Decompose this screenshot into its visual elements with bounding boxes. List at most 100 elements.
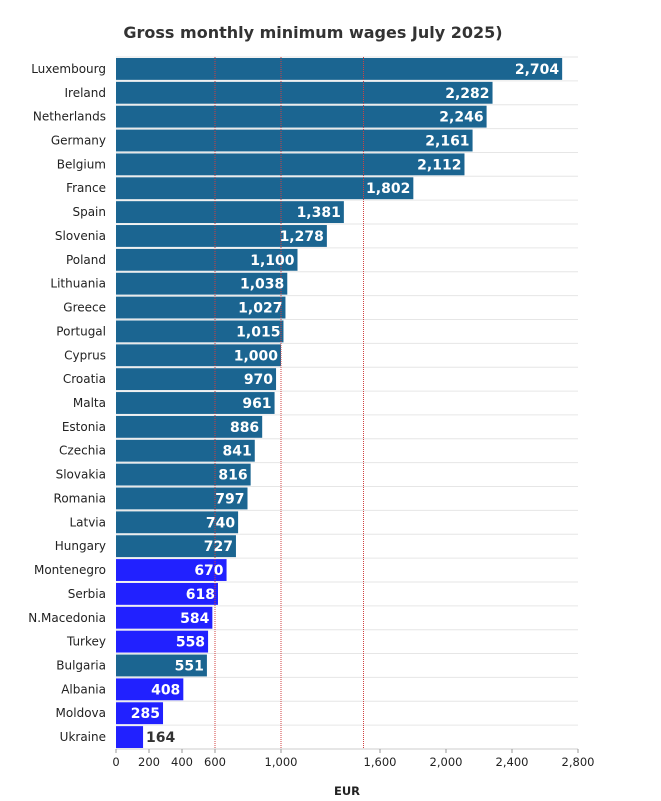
value-label: 2,282	[445, 86, 489, 102]
bar	[116, 726, 144, 748]
bar	[116, 296, 286, 319]
category-label: Czechia	[59, 444, 106, 458]
bar	[116, 58, 563, 80]
bar	[116, 702, 164, 725]
value-label: 551	[175, 658, 204, 674]
category-label: N.Macedonia	[28, 611, 106, 625]
category-labels: Luxembourg Ireland Netherlands Germany Belgi…	[28, 62, 106, 744]
bar	[116, 225, 327, 247]
category-label: Croatia	[63, 372, 106, 386]
x-tick-label: 2,400	[496, 755, 529, 769]
grid-lines	[116, 56, 578, 750]
value-label: 1,278	[280, 229, 324, 245]
value-labels: 2,704 2,282 2,246 2,161 2,112 1,802 1,381 1,278…	[131, 62, 560, 746]
bar	[116, 248, 298, 271]
bar	[116, 344, 281, 367]
value-label: 2,112	[417, 157, 461, 173]
value-label: 1,000	[234, 348, 279, 364]
category-label: Montenegro	[34, 563, 106, 577]
bar	[116, 177, 414, 200]
value-label: 970	[244, 372, 273, 388]
category-label: Ireland	[64, 86, 106, 100]
value-label: 1,100	[250, 253, 295, 269]
bar	[116, 368, 277, 391]
category-label: Portugal	[56, 324, 106, 338]
value-label: 740	[206, 515, 235, 531]
bar	[116, 606, 213, 629]
value-label: 670	[194, 563, 223, 579]
value-label: 285	[131, 706, 160, 722]
x-tick-label: 400	[171, 755, 193, 769]
bar	[116, 678, 184, 701]
category-label: Moldova	[56, 706, 106, 720]
bar	[116, 439, 255, 462]
value-label: 1,027	[238, 301, 282, 317]
bar	[116, 201, 344, 224]
bar	[116, 392, 275, 414]
value-label: 618	[186, 587, 215, 603]
x-tick-label: 0	[112, 755, 119, 769]
value-label: 558	[176, 635, 205, 651]
category-label: Cyprus	[64, 348, 106, 362]
value-label: 1,802	[366, 181, 410, 197]
x-tick-label: 1,600	[364, 755, 397, 769]
bar	[116, 81, 493, 104]
category-label: Latvia	[69, 515, 106, 529]
x-tick-label: 2,000	[430, 755, 463, 769]
bar	[116, 511, 239, 534]
bars	[116, 58, 563, 748]
value-label: 1,038	[240, 277, 284, 293]
value-label: 2,704	[515, 62, 560, 78]
bar	[116, 463, 251, 486]
value-label: 408	[151, 682, 180, 698]
value-label: 1,015	[236, 324, 280, 340]
category-label: France	[66, 181, 106, 195]
x-tick-label: 2,800	[562, 755, 595, 769]
value-label: 2,161	[425, 134, 469, 150]
bar	[116, 415, 263, 438]
chart-title: Gross monthly minimum wages July 2025)	[123, 23, 502, 42]
bar	[116, 320, 284, 343]
bar	[116, 153, 465, 176]
value-label: 1,381	[297, 205, 341, 221]
category-label: Germany	[51, 134, 106, 148]
x-tick-label: 200	[138, 755, 160, 769]
category-label: Luxembourg	[31, 62, 106, 76]
category-label: Slovakia	[56, 468, 106, 482]
category-label: Lithuania	[50, 277, 106, 291]
category-label: Hungary	[55, 539, 106, 553]
bar	[116, 630, 209, 653]
reference-lines	[214, 57, 364, 749]
category-label: Poland	[66, 253, 106, 267]
value-label: 584	[180, 611, 209, 627]
category-label: Greece	[63, 301, 106, 315]
category-label: Serbia	[68, 587, 106, 601]
value-label: 727	[204, 539, 233, 555]
category-label: Albania	[61, 682, 106, 696]
category-label: Malta	[73, 396, 106, 410]
category-label: Estonia	[62, 420, 106, 434]
value-label: 961	[242, 396, 271, 412]
category-label: Belgium	[57, 157, 106, 171]
bar	[116, 654, 207, 677]
x-axis-label: EUR	[334, 784, 360, 798]
category-label: Ukraine	[60, 730, 106, 744]
x-tick-label: 600	[204, 755, 226, 769]
bar	[116, 129, 473, 152]
category-label: Turkey	[66, 635, 106, 649]
bar	[116, 582, 218, 605]
value-label: 164	[146, 730, 175, 746]
category-label: Spain	[72, 205, 106, 219]
category-label: Slovenia	[55, 229, 106, 243]
value-label: 2,246	[439, 110, 483, 126]
value-label: 797	[215, 491, 244, 507]
bar	[116, 535, 236, 558]
value-label: 816	[218, 468, 247, 484]
category-label: Netherlands	[33, 110, 106, 124]
value-label: 886	[230, 420, 259, 436]
x-axis-ticks: 0 200 400 600 1,000 1,600 2,000 2,400 2,800	[112, 748, 595, 769]
value-label: 841	[223, 444, 252, 460]
bar	[116, 559, 227, 581]
category-label: Bulgaria	[56, 658, 106, 672]
